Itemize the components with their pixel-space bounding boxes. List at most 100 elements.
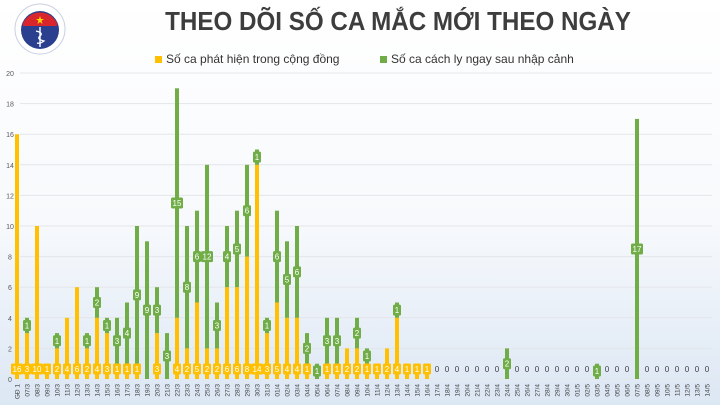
data-label-zero: 0 bbox=[525, 365, 530, 374]
data-label-community-box bbox=[243, 363, 251, 375]
data-label-quarantine: 6 bbox=[275, 253, 280, 262]
x-tick-label: 22/4 bbox=[484, 384, 491, 397]
data-label-quarantine: 6 bbox=[295, 268, 300, 277]
x-tick-label: 15/3 bbox=[104, 384, 111, 397]
data-label-zero: 0 bbox=[615, 365, 620, 374]
data-label-community: 6 bbox=[225, 365, 230, 374]
x-tick-label: 03/4 bbox=[294, 384, 301, 397]
data-label-zero: 0 bbox=[665, 365, 670, 374]
x-tick-label: 23/3 bbox=[184, 384, 191, 397]
data-label-quarantine-box bbox=[163, 350, 171, 362]
data-label-community-box bbox=[343, 363, 351, 375]
data-label-community: 2 bbox=[55, 365, 60, 374]
x-tick-label: 04/5 bbox=[604, 384, 611, 397]
data-label-quarantine-box bbox=[123, 327, 131, 339]
data-label-community: 2 bbox=[385, 365, 390, 374]
data-label-community-box bbox=[333, 363, 341, 375]
data-label-quarantine-box bbox=[353, 327, 361, 339]
x-tick-label: 24/4 bbox=[504, 384, 511, 397]
data-label-quarantine: 1 bbox=[55, 337, 60, 346]
legend-swatch-quarantine bbox=[380, 55, 387, 63]
data-label-quarantine-box bbox=[263, 319, 271, 331]
data-label-community-box bbox=[251, 363, 263, 375]
data-label-quarantine: 1 bbox=[395, 306, 400, 315]
data-label-zero: 0 bbox=[645, 365, 650, 374]
data-label-quarantine-box bbox=[243, 205, 251, 217]
data-label-zero: 0 bbox=[435, 365, 440, 374]
bar-community bbox=[105, 333, 109, 379]
data-label-community-box bbox=[153, 363, 161, 375]
data-label-quarantine: 3 bbox=[335, 337, 340, 346]
x-tick-label: 02/5 bbox=[584, 384, 591, 397]
bar-community bbox=[265, 333, 269, 379]
x-tick-label: 04/4 bbox=[304, 384, 311, 397]
legend-item-quarantine: Số ca cách ly ngay sau nhập cảnh bbox=[380, 52, 574, 66]
x-tick-label: 26/4 bbox=[524, 384, 531, 397]
bar-community bbox=[285, 317, 289, 379]
data-label-community: 16 bbox=[13, 365, 22, 374]
data-label-quarantine-box bbox=[143, 304, 151, 316]
data-label-quarantine: 6 bbox=[245, 207, 250, 216]
x-tick-label: 12/3 bbox=[74, 384, 81, 397]
y-tick-label: 20 bbox=[6, 71, 14, 78]
data-label-zero: 0 bbox=[455, 365, 460, 374]
bar-community bbox=[175, 317, 179, 379]
data-label-community-box bbox=[31, 363, 43, 375]
data-label-zero: 0 bbox=[585, 365, 590, 374]
data-label-community: 1 bbox=[325, 365, 330, 374]
data-label-quarantine: 9 bbox=[135, 291, 140, 300]
data-label-quarantine: 6 bbox=[195, 253, 200, 262]
data-label-quarantine: 2 bbox=[305, 344, 310, 353]
y-tick-label: 2 bbox=[8, 346, 12, 353]
data-label-community: 3 bbox=[155, 365, 160, 374]
data-label-community-box bbox=[93, 363, 101, 375]
data-label-community-box bbox=[383, 363, 391, 375]
data-label-community-box bbox=[303, 363, 311, 375]
data-label-community: 10 bbox=[33, 365, 42, 374]
x-tick-label: 17/4 bbox=[434, 384, 441, 397]
data-label-community: 5 bbox=[275, 365, 280, 374]
data-label-community: 1 bbox=[405, 365, 410, 374]
data-label-zero: 0 bbox=[545, 365, 550, 374]
data-label-quarantine-box bbox=[113, 335, 121, 347]
data-label-quarantine: 5 bbox=[285, 276, 290, 285]
data-label-quarantine: 3 bbox=[115, 337, 120, 346]
x-tick-label: 27/3 bbox=[224, 384, 231, 397]
data-label-community: 1 bbox=[425, 365, 430, 374]
data-label-quarantine: 17 bbox=[633, 245, 642, 254]
data-label-quarantine: 3 bbox=[325, 337, 330, 346]
y-tick-label: 18 bbox=[6, 102, 14, 109]
x-tick-label: 13/3 bbox=[84, 384, 91, 397]
data-label-community-box bbox=[373, 363, 381, 375]
x-tick-label: 29/4 bbox=[554, 384, 561, 397]
bar-community bbox=[65, 317, 69, 379]
x-tick-label: 05/4 bbox=[314, 384, 321, 397]
bar-community bbox=[195, 302, 199, 379]
data-label-community-box bbox=[193, 363, 201, 375]
x-tick-label: 08/5 bbox=[644, 384, 651, 397]
data-label-zero: 0 bbox=[475, 365, 480, 374]
data-label-quarantine: 2 bbox=[505, 360, 510, 369]
y-tick-label: 0 bbox=[8, 377, 12, 384]
bar-community bbox=[235, 287, 239, 379]
data-label-community-box bbox=[83, 363, 91, 375]
data-label-community: 2 bbox=[345, 365, 350, 374]
data-label-quarantine-box bbox=[303, 342, 311, 354]
data-label-community-box bbox=[353, 363, 361, 375]
bar-community bbox=[225, 287, 229, 379]
x-tick-label: 16/3 bbox=[114, 384, 121, 397]
x-tick-label: 01/5 bbox=[574, 384, 581, 397]
x-tick-label: 24/3 bbox=[194, 384, 201, 397]
data-label-quarantine-box bbox=[83, 335, 91, 347]
data-label-community: 4 bbox=[65, 365, 70, 374]
data-label-community-box bbox=[103, 363, 111, 375]
x-tick-label: 31/3 bbox=[264, 384, 271, 397]
data-label-quarantine-box bbox=[193, 251, 201, 263]
data-label-community-box bbox=[133, 363, 141, 375]
bar-community bbox=[295, 317, 299, 379]
y-tick-label: 10 bbox=[6, 224, 14, 231]
data-label-quarantine-box bbox=[313, 365, 321, 377]
x-tick-label: 20/3 bbox=[154, 384, 161, 397]
x-tick-label: 30/4 bbox=[564, 384, 571, 397]
